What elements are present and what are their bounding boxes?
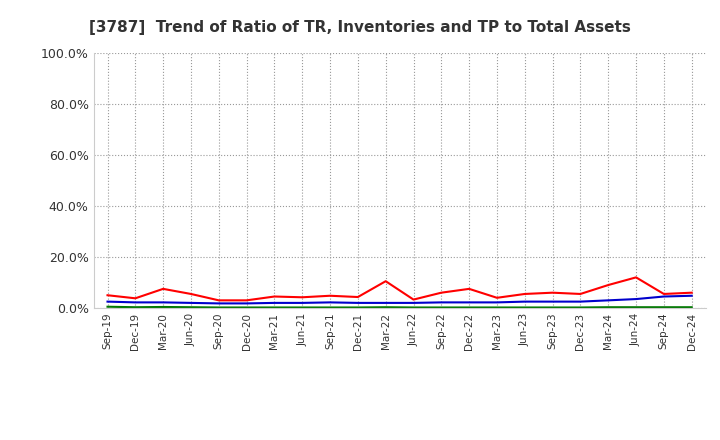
Inventories — [215, 301, 223, 306]
Inventories — [492, 300, 501, 305]
Inventories — [270, 300, 279, 305]
Trade Payables — [631, 304, 640, 310]
Trade Payables — [131, 304, 140, 310]
Inventories — [631, 297, 640, 302]
Inventories — [521, 299, 529, 304]
Trade Receivables — [270, 294, 279, 299]
Trade Receivables — [242, 298, 251, 303]
Trade Payables — [215, 305, 223, 310]
Trade Payables — [437, 305, 446, 310]
Trade Receivables — [549, 290, 557, 295]
Inventories — [604, 298, 613, 303]
Trade Payables — [298, 305, 307, 310]
Trade Payables — [409, 305, 418, 310]
Trade Receivables — [521, 291, 529, 297]
Inventories — [465, 300, 474, 305]
Trade Payables — [382, 304, 390, 310]
Line: Trade Payables: Trade Payables — [107, 307, 692, 308]
Trade Receivables — [298, 295, 307, 300]
Trade Payables — [325, 305, 334, 310]
Trade Receivables — [576, 291, 585, 297]
Trade Receivables — [159, 286, 168, 291]
Inventories — [576, 299, 585, 304]
Trade Receivables — [354, 294, 362, 300]
Trade Payables — [242, 305, 251, 310]
Line: Trade Receivables: Trade Receivables — [107, 277, 692, 301]
Inventories — [660, 294, 668, 299]
Inventories — [382, 300, 390, 305]
Inventories — [242, 301, 251, 306]
Trade Receivables — [325, 293, 334, 298]
Trade Payables — [688, 304, 696, 310]
Trade Receivables — [131, 296, 140, 301]
Trade Receivables — [465, 286, 474, 291]
Inventories — [159, 300, 168, 305]
Trade Receivables — [103, 293, 112, 298]
Trade Receivables — [492, 295, 501, 301]
Inventories — [437, 300, 446, 305]
Trade Payables — [576, 305, 585, 310]
Inventories — [325, 300, 334, 305]
Trade Payables — [521, 305, 529, 310]
Trade Receivables — [688, 290, 696, 295]
Trade Payables — [549, 305, 557, 310]
Inventories — [131, 300, 140, 305]
Inventories — [549, 299, 557, 304]
Trade Payables — [465, 305, 474, 310]
Trade Receivables — [631, 275, 640, 280]
Trade Payables — [103, 304, 112, 309]
Inventories — [688, 293, 696, 298]
Trade Payables — [354, 305, 362, 310]
Trade Receivables — [382, 279, 390, 284]
Trade Payables — [660, 304, 668, 310]
Inventories — [103, 299, 112, 304]
Inventories — [186, 300, 195, 305]
Trade Payables — [159, 304, 168, 310]
Trade Receivables — [604, 282, 613, 288]
Trade Payables — [186, 304, 195, 310]
Line: Inventories: Inventories — [107, 296, 692, 304]
Trade Receivables — [437, 290, 446, 295]
Text: [3787]  Trend of Ratio of TR, Inventories and TP to Total Assets: [3787] Trend of Ratio of TR, Inventories… — [89, 20, 631, 35]
Trade Receivables — [660, 291, 668, 297]
Inventories — [409, 300, 418, 305]
Trade Payables — [492, 305, 501, 310]
Inventories — [298, 300, 307, 305]
Trade Payables — [604, 304, 613, 310]
Trade Receivables — [409, 297, 418, 302]
Trade Receivables — [186, 291, 195, 297]
Trade Payables — [270, 305, 279, 310]
Inventories — [354, 300, 362, 305]
Trade Receivables — [215, 298, 223, 303]
